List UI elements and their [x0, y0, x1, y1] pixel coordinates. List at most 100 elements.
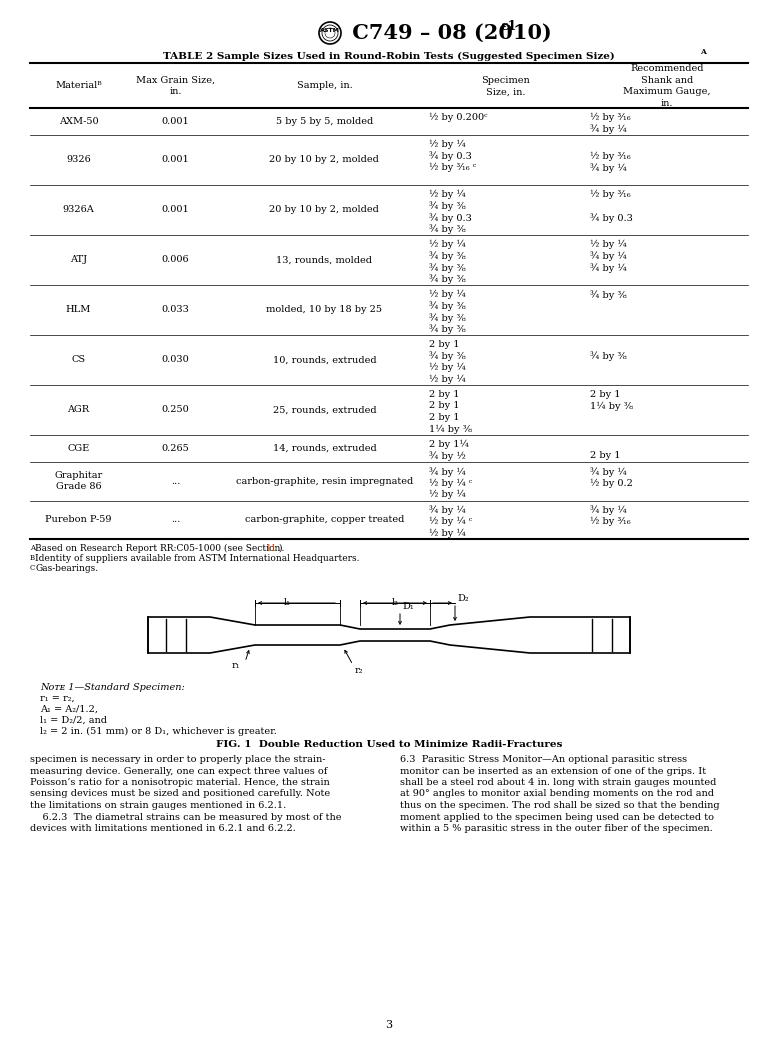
Text: ¾ by ⅜: ¾ by ⅜ — [429, 275, 466, 284]
Text: 9326: 9326 — [66, 155, 91, 164]
Text: Max Grain Size,
in.: Max Grain Size, in. — [136, 76, 215, 97]
Text: 10, rounds, extruded: 10, rounds, extruded — [272, 355, 377, 364]
Text: ¾ by ¼: ¾ by ¼ — [591, 252, 627, 261]
Text: 0.030: 0.030 — [162, 355, 189, 364]
Text: Gas-bearings.: Gas-bearings. — [36, 564, 99, 573]
Text: ¾ by ⅜: ¾ by ⅜ — [429, 352, 466, 361]
Text: 0.265: 0.265 — [162, 445, 189, 453]
Text: 11: 11 — [265, 544, 277, 553]
Text: 14, rounds, extruded: 14, rounds, extruded — [272, 445, 377, 453]
Text: ½ by ¼: ½ by ¼ — [429, 363, 466, 373]
Text: carbon-graphite, copper treated: carbon-graphite, copper treated — [245, 515, 404, 525]
Text: 5 by 5 by 5, molded: 5 by 5 by 5, molded — [275, 117, 373, 126]
Text: ¾ by ⅜: ¾ by ⅜ — [429, 202, 466, 211]
Text: TABLE 2 Sample Sizes Used in Round-Robin Tests (Suggested Specimen Size): TABLE 2 Sample Sizes Used in Round-Robin… — [163, 51, 615, 60]
Text: l₂ = 2 in. (51 mm) or 8 D₁, whichever is greater.: l₂ = 2 in. (51 mm) or 8 D₁, whichever is… — [40, 727, 277, 736]
Text: 1¼ by ⅜: 1¼ by ⅜ — [429, 425, 472, 434]
Text: ¾ by ⅜: ¾ by ⅜ — [429, 252, 466, 261]
Text: 0.250: 0.250 — [162, 406, 189, 414]
Text: r₂: r₂ — [355, 666, 363, 675]
Text: AGR: AGR — [68, 406, 89, 414]
Text: C749 – 08 (2010): C749 – 08 (2010) — [345, 23, 552, 43]
Text: r₁ = r₂,: r₁ = r₂, — [40, 694, 75, 703]
Text: l₂: l₂ — [391, 598, 398, 607]
Text: ε1: ε1 — [500, 20, 517, 32]
Text: Materialᴮ: Materialᴮ — [55, 81, 102, 91]
Text: 2 by 1: 2 by 1 — [429, 413, 459, 422]
Text: ½ by ¼: ½ by ¼ — [429, 191, 466, 199]
Text: 2 by 1: 2 by 1 — [591, 452, 621, 460]
Text: ¾ by ⅜: ¾ by ⅜ — [429, 263, 466, 273]
Text: 13, rounds, molded: 13, rounds, molded — [276, 255, 373, 264]
Text: ¾ by ¼: ¾ by ¼ — [591, 263, 627, 273]
Text: CS: CS — [72, 355, 86, 364]
Text: 2 by 1: 2 by 1 — [429, 390, 459, 399]
Text: specimen is necessary in order to properly place the strain-: specimen is necessary in order to proper… — [30, 755, 325, 764]
Text: Nᴏᴛᴇ 1—Standard Specimen:: Nᴏᴛᴇ 1—Standard Specimen: — [40, 683, 184, 692]
Text: ½ by ¼: ½ by ¼ — [429, 290, 466, 300]
Text: Graphitar
Grade 86: Graphitar Grade 86 — [54, 472, 103, 491]
Text: 0.001: 0.001 — [162, 205, 189, 214]
Text: ½ by 0.200ᶜ: ½ by 0.200ᶜ — [429, 113, 487, 122]
Text: 1¼ by ⅜: 1¼ by ⅜ — [591, 402, 633, 411]
Text: ½ by ¼ ᶜ: ½ by ¼ ᶜ — [429, 517, 472, 527]
Text: Poisson’s ratio for a nonisotropic material. Hence, the strain: Poisson’s ratio for a nonisotropic mater… — [30, 778, 330, 787]
Text: Recommended
Shank and
Maximum Gauge,
in.: Recommended Shank and Maximum Gauge, in. — [623, 64, 711, 108]
Text: ½ by ³⁄₁₆: ½ by ³⁄₁₆ — [591, 191, 631, 199]
Text: A₁ = A₂/1.2,: A₁ = A₂/1.2, — [40, 705, 98, 714]
Text: ¾ by ⅜: ¾ by ⅜ — [429, 313, 466, 323]
Text: ½ by ³⁄₁₆: ½ by ³⁄₁₆ — [591, 152, 631, 160]
Text: ½ by ³⁄₁₆ ᶜ: ½ by ³⁄₁₆ ᶜ — [429, 163, 476, 173]
Text: ½ by ¼: ½ by ¼ — [429, 240, 466, 249]
Text: 6.3  Parasitic Stress Monitor—An optional parasitic stress: 6.3 Parasitic Stress Monitor—An optional… — [400, 755, 687, 764]
Text: ¾ by 0.3: ¾ by 0.3 — [591, 213, 633, 223]
Text: 20 by 10 by 2, molded: 20 by 10 by 2, molded — [269, 155, 380, 164]
Text: 2 by 1: 2 by 1 — [591, 390, 621, 399]
Text: ¾ by ⅜: ¾ by ⅜ — [429, 302, 466, 311]
Text: ¾ by ¼: ¾ by ¼ — [591, 125, 627, 134]
Text: FIG. 1  Double Reduction Used to Minimize Radii-Fractures: FIG. 1 Double Reduction Used to Minimize… — [216, 740, 562, 750]
Text: ½ by ¼: ½ by ¼ — [429, 139, 466, 149]
Text: ...: ... — [170, 477, 180, 486]
Text: ¾ by ⅜: ¾ by ⅜ — [591, 290, 627, 300]
Text: ¾ by ¼: ¾ by ¼ — [591, 506, 627, 515]
Text: ½ by ¼: ½ by ¼ — [429, 375, 466, 384]
Text: 2 by 1¼: 2 by 1¼ — [429, 440, 469, 450]
Text: sensing devices must be sized and positioned carefully. Note: sensing devices must be sized and positi… — [30, 789, 330, 798]
Text: within a 5 % parasitic stress in the outer fiber of the specimen.: within a 5 % parasitic stress in the out… — [400, 824, 713, 833]
Text: ¾ by ⅜: ¾ by ⅜ — [591, 352, 627, 361]
Text: C: C — [30, 564, 35, 572]
Text: Specimen
Size, in.: Specimen Size, in. — [482, 76, 530, 97]
Text: 0.001: 0.001 — [162, 155, 189, 164]
Text: 3: 3 — [385, 1020, 393, 1030]
Text: l₁: l₁ — [284, 598, 291, 607]
Text: 20 by 10 by 2, molded: 20 by 10 by 2, molded — [269, 205, 380, 214]
Text: ¾ by 0.3: ¾ by 0.3 — [429, 152, 471, 161]
Text: 2 by 1: 2 by 1 — [429, 402, 459, 410]
Text: HLM: HLM — [66, 305, 91, 314]
Text: D₁: D₁ — [402, 602, 414, 611]
Text: monitor can be inserted as an extension of one of the grips. It: monitor can be inserted as an extension … — [400, 766, 706, 776]
Text: ½ by ¼: ½ by ¼ — [429, 490, 466, 500]
Text: B: B — [30, 554, 35, 562]
Text: moment applied to the specimen being used can be detected to: moment applied to the specimen being use… — [400, 812, 714, 821]
Text: r₁: r₁ — [232, 661, 240, 670]
Text: molded, 10 by 18 by 25: molded, 10 by 18 by 25 — [266, 305, 382, 314]
Text: ...: ... — [170, 515, 180, 525]
Text: 2 by 1: 2 by 1 — [429, 340, 459, 349]
Text: at 90° angles to monitor axial bending moments on the rod and: at 90° angles to monitor axial bending m… — [400, 789, 714, 798]
Text: Purebon P-59: Purebon P-59 — [45, 515, 112, 525]
Text: 25, rounds, extruded: 25, rounds, extruded — [272, 406, 377, 414]
Text: ½ by ³⁄₁₆: ½ by ³⁄₁₆ — [591, 113, 631, 122]
Text: 6.2.3  The diametral strains can be measured by most of the: 6.2.3 The diametral strains can be measu… — [30, 812, 342, 821]
Text: ¾ by ½: ¾ by ½ — [429, 452, 466, 461]
Text: ½ by ¼: ½ by ¼ — [429, 529, 466, 538]
Text: D₂: D₂ — [457, 594, 468, 603]
Text: ¾ by ¼: ¾ by ¼ — [591, 467, 627, 477]
Text: the limitations on strain gauges mentioned in 6.2.1.: the limitations on strain gauges mention… — [30, 801, 286, 810]
Text: l₁ = D₂/2, and: l₁ = D₂/2, and — [40, 716, 107, 725]
Text: ).: ). — [279, 544, 285, 553]
Text: ¾ by 0.3: ¾ by 0.3 — [429, 213, 471, 223]
Text: ¾ by ⅜: ¾ by ⅜ — [429, 225, 466, 234]
Text: ¾ by ¼: ¾ by ¼ — [429, 467, 466, 477]
